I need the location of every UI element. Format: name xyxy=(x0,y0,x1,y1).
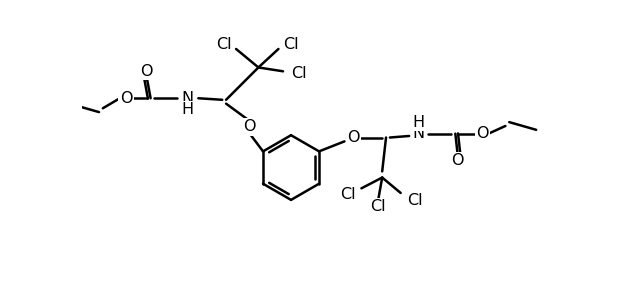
Text: O: O xyxy=(451,153,464,168)
Text: O: O xyxy=(243,119,255,134)
Text: N: N xyxy=(412,126,424,141)
Text: Cl: Cl xyxy=(291,66,307,81)
Text: O: O xyxy=(348,130,360,145)
Text: Cl: Cl xyxy=(216,37,232,52)
Text: Cl: Cl xyxy=(406,193,422,208)
Text: H: H xyxy=(182,102,194,117)
Text: O: O xyxy=(141,64,153,79)
Text: O: O xyxy=(476,126,488,141)
Text: Cl: Cl xyxy=(340,187,355,202)
Text: N: N xyxy=(182,91,194,106)
Text: H: H xyxy=(412,115,424,130)
Text: Cl: Cl xyxy=(371,199,386,214)
Text: Cl: Cl xyxy=(283,37,299,52)
Text: O: O xyxy=(120,91,132,106)
